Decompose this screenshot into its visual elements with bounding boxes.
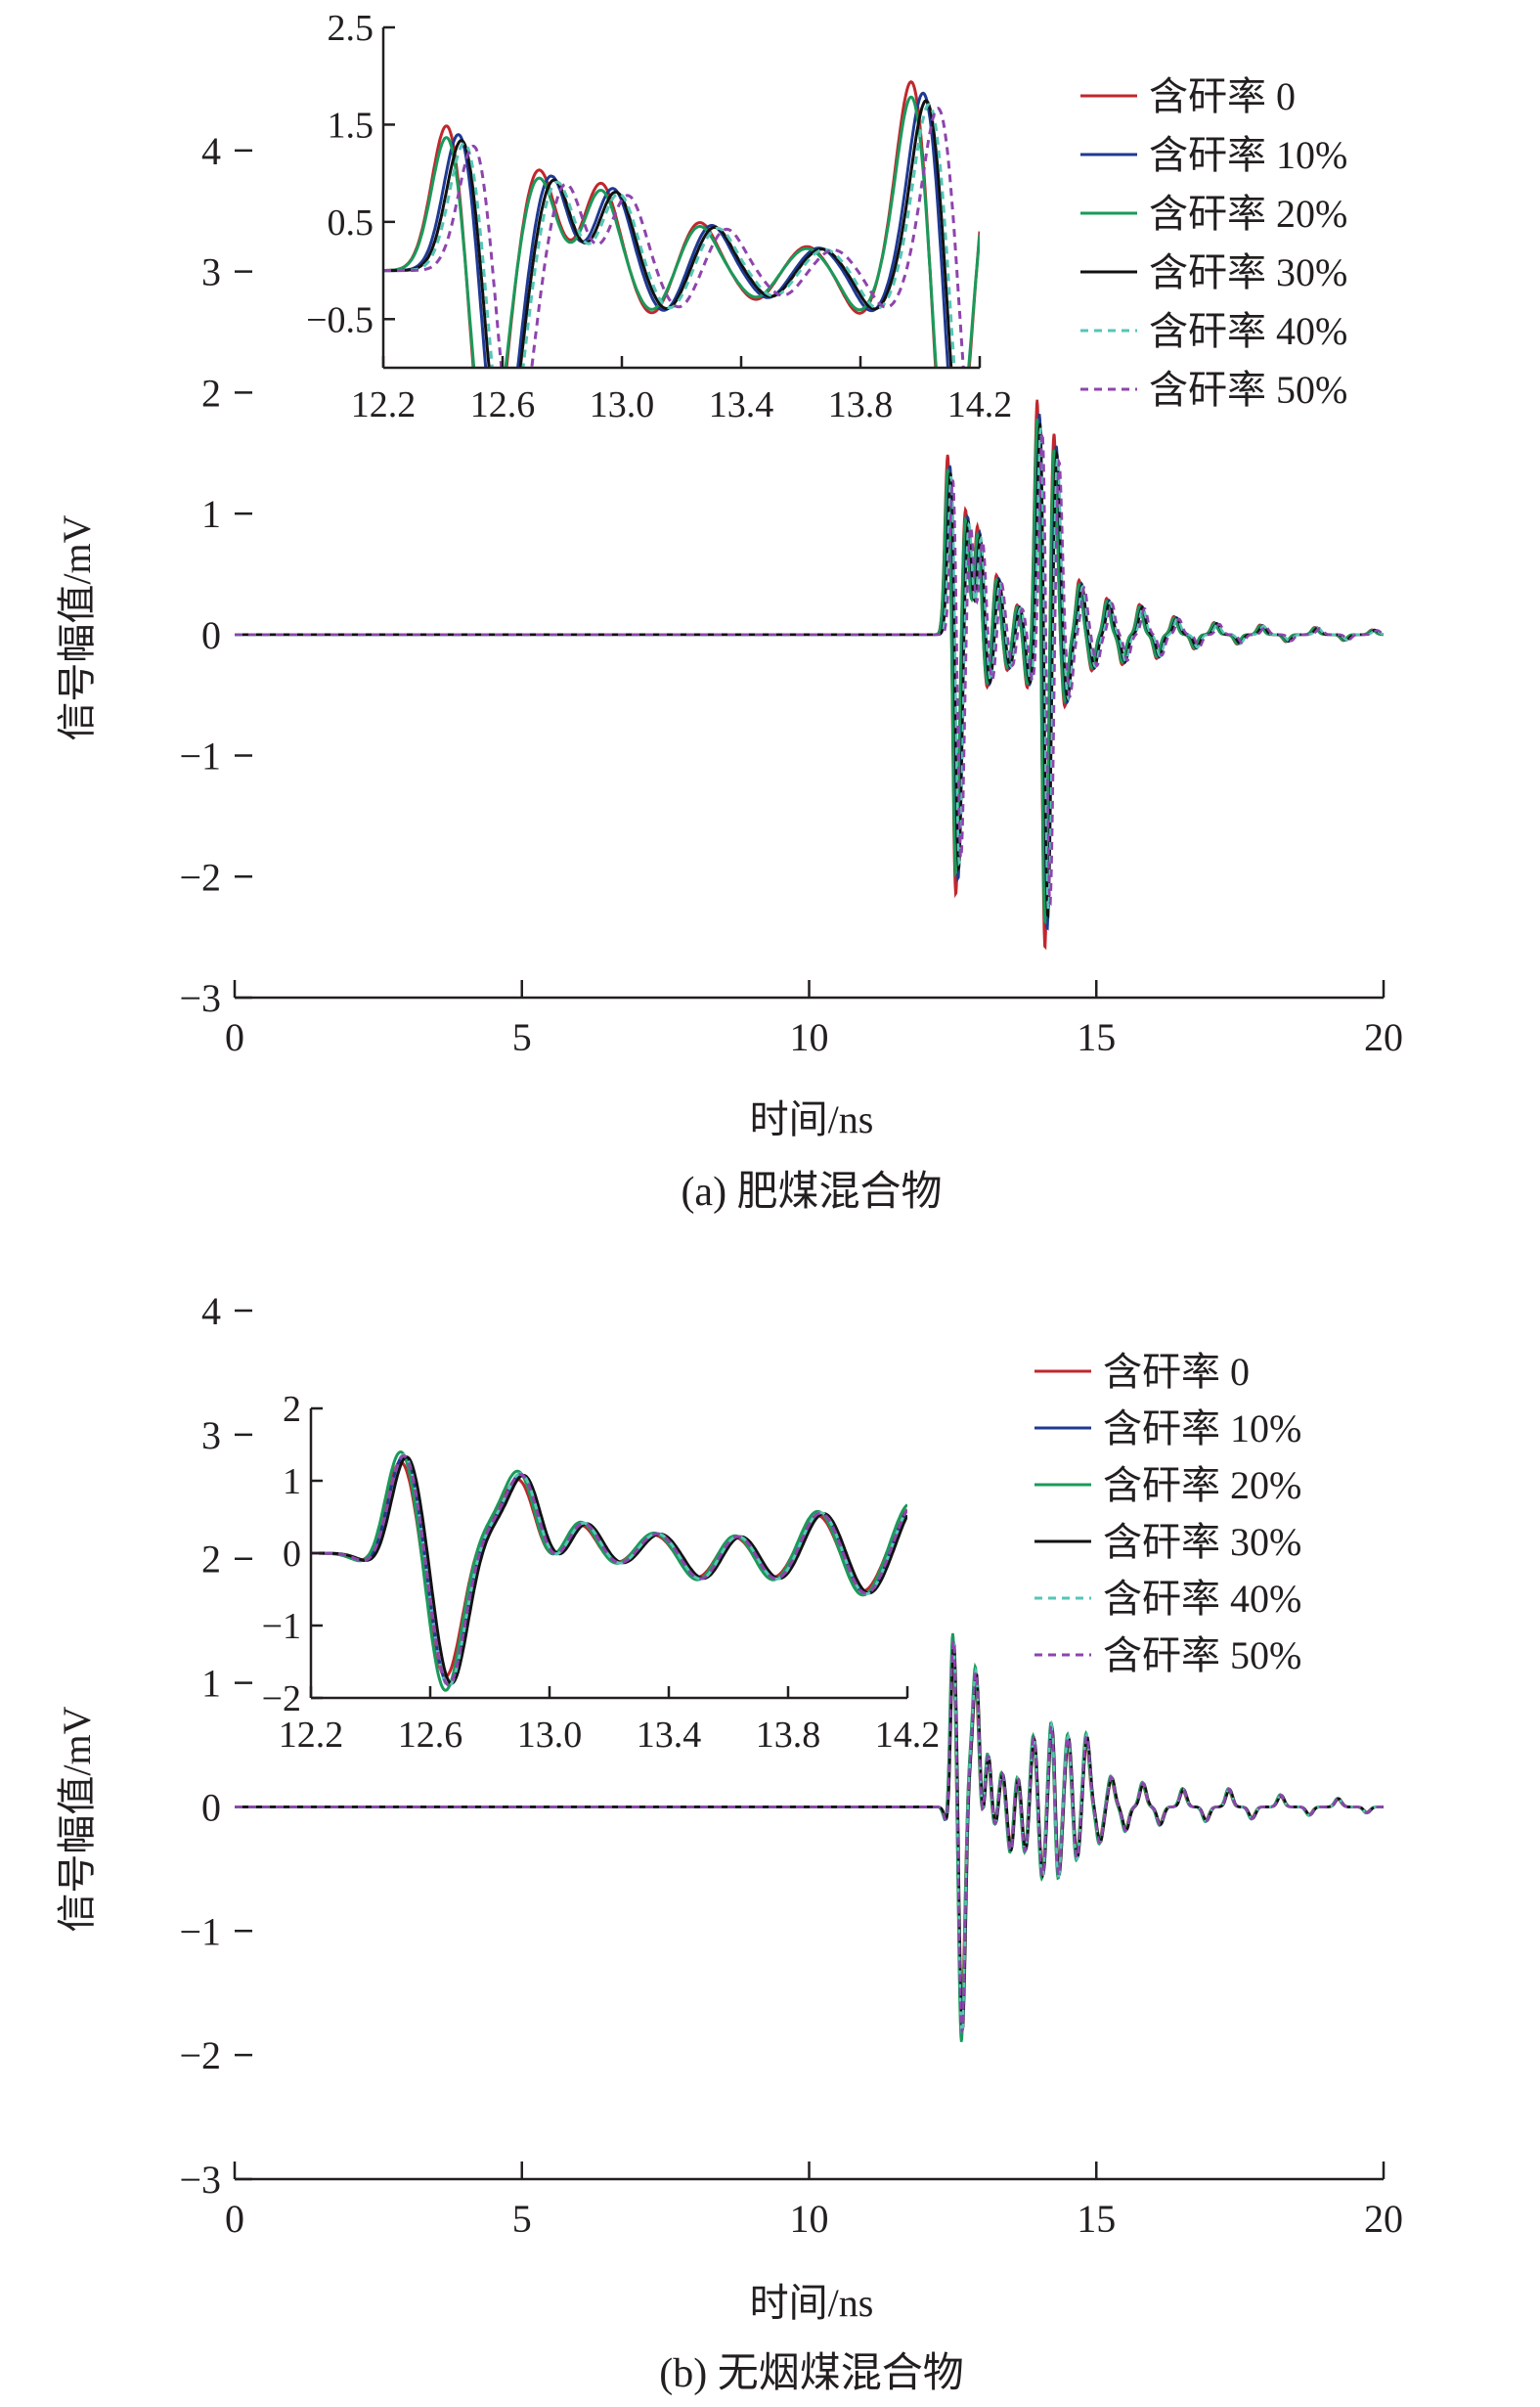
series-line-3 (235, 1641, 1384, 2030)
inset-series-line-5 (311, 1454, 907, 1687)
inset-background (383, 27, 980, 368)
inset-series-group (311, 1449, 907, 1692)
inset-y-tick-label: 2 (283, 1389, 301, 1430)
legend-label-2: 含矸率 20% (1103, 1463, 1301, 1507)
panel-b-inset: −2 −1 0 1 2 12.2 12.6 13.0 13.4 13.8 14.2 (262, 1389, 941, 1756)
inset-x-tick-label: 14.2 (875, 1715, 941, 1756)
y-tick-label: −2 (179, 855, 221, 899)
inset-x-tick-label: 14.2 (947, 384, 1013, 425)
inset-y-tick-label: 2.5 (328, 8, 374, 49)
panel-a-xlabel: 时间/ns (750, 1097, 874, 1141)
inset-y-tick-label: −1 (262, 1606, 301, 1647)
panel-b-legend: 含矸率 0 含矸率 10% 含矸率 20% 含矸率 30% 含矸率 40% 含矸率 50% (1034, 1350, 1301, 1677)
y-tick-label: 1 (201, 1662, 221, 1706)
legend-label-1: 含矸率 10% (1103, 1406, 1301, 1450)
inset-y-tick-label: 0.5 (328, 202, 374, 244)
x-tick-label: 5 (512, 2197, 532, 2241)
panel-b-ylabel: 信号幅值/mV (55, 1706, 99, 1932)
series-line-0 (235, 399, 1384, 951)
y-tick-label: 1 (201, 492, 221, 536)
inset-y-tick-label: 1.5 (328, 105, 374, 146)
inset-x-tick-label: 12.2 (351, 384, 417, 425)
panel-a-caption: (a) 肥煤混合物 (681, 1170, 942, 1215)
y-tick-label: 3 (201, 250, 221, 294)
x-tick-label: 10 (790, 2197, 829, 2241)
inset-series-line-3 (311, 1455, 907, 1685)
legend-label-1: 含矸率 10% (1149, 133, 1347, 177)
inset-series-line-4 (383, 103, 956, 368)
inset-series-line-5 (383, 107, 965, 368)
series-line-4 (235, 427, 1385, 913)
legend-label-4: 含矸率 40% (1103, 1577, 1301, 1621)
inset-series-group (383, 80, 980, 368)
y-tick-label: −2 (179, 2033, 221, 2077)
inset-x-tick-label: 13.8 (828, 384, 894, 425)
panel-b-xlabel: 时间/ns (750, 2281, 874, 2325)
y-tick-label: −3 (179, 976, 221, 1020)
y-tick-label: −1 (179, 1909, 221, 1953)
x-tick-label: 10 (790, 1015, 829, 1059)
panel-b-caption: (b) 无烟煤混合物 (659, 2351, 963, 2396)
panel-a: 信号幅值/mV 时间/ns (a) 肥煤混合物 −3 −2 −1 0 1 2 3 4 0 5 10 1… (55, 8, 1403, 1215)
y-tick-label: 4 (201, 129, 221, 173)
legend-label-0: 含矸率 0 (1149, 74, 1296, 118)
x-tick-label: 20 (1364, 2197, 1403, 2241)
series-line-0 (235, 1650, 1384, 2019)
series-line-3 (235, 423, 1385, 918)
x-tick-label: 5 (512, 1015, 532, 1059)
y-tick-label: 3 (201, 1413, 221, 1457)
inset-x-tick-label: 13.4 (709, 384, 774, 425)
x-tick-label: 15 (1077, 2197, 1116, 2241)
series-line-1 (235, 414, 1384, 931)
inset-x-tick-label: 12.2 (279, 1715, 344, 1756)
x-tick-label: 0 (225, 1015, 244, 1059)
inset-x-tick-label: 13.0 (517, 1715, 583, 1756)
legend-label-4: 含矸率 40% (1149, 309, 1347, 353)
y-tick-label: −1 (179, 735, 221, 779)
y-tick-label: 2 (201, 1538, 221, 1582)
legend-label-0: 含矸率 0 (1103, 1350, 1250, 1394)
y-tick-label: 0 (201, 1785, 221, 1829)
inset-x-tick-label: 13.4 (637, 1715, 702, 1756)
panel-a-inset: −0.5 0.5 1.5 2.5 12.2 12.6 13.0 13.4 13.8 14.2 (306, 8, 1013, 425)
inset-series-line-2 (311, 1449, 907, 1692)
inset-y-tick-label: 1 (283, 1461, 301, 1502)
y-tick-label: 0 (201, 613, 221, 657)
x-tick-label: 20 (1364, 1015, 1403, 1059)
panel-a-legend: 含矸率 0 含矸率 10% 含矸率 20% 含矸率 30% 含矸率 40% 含矸率 50% (1080, 74, 1347, 412)
inset-y-tick-label: 0 (283, 1534, 301, 1575)
legend-label-5: 含矸率 50% (1149, 368, 1347, 412)
x-tick-label: 15 (1077, 1015, 1116, 1059)
panel-a-ylabel: 信号幅值/mV (55, 514, 99, 740)
inset-series-line-2 (383, 95, 980, 368)
legend-label-3: 含矸率 30% (1103, 1520, 1301, 1564)
inset-x-tick-label: 12.6 (470, 384, 536, 425)
legend-label-5: 含矸率 50% (1103, 1633, 1301, 1677)
y-tick-label: 4 (201, 1289, 221, 1333)
series-line-5 (235, 1639, 1384, 2033)
series-line-5 (235, 432, 1385, 907)
inset-x-tick-label: 13.8 (756, 1715, 821, 1756)
panel-a-plot: −3 −2 −1 0 1 2 3 4 0 5 10 15 20 (179, 129, 1403, 1059)
legend-label-3: 含矸率 30% (1149, 250, 1347, 294)
x-tick-label: 0 (225, 2197, 244, 2241)
inset-y-tick-label: −2 (262, 1678, 301, 1719)
inset-y-tick-label: −0.5 (306, 299, 374, 340)
y-tick-label: −3 (179, 2158, 221, 2202)
y-tick-label: 2 (201, 371, 221, 415)
series-line-2 (235, 418, 1384, 925)
inset-x-tick-label: 13.0 (590, 384, 655, 425)
legend-label-2: 含矸率 20% (1149, 192, 1347, 236)
inset-x-tick-label: 12.6 (398, 1715, 463, 1756)
